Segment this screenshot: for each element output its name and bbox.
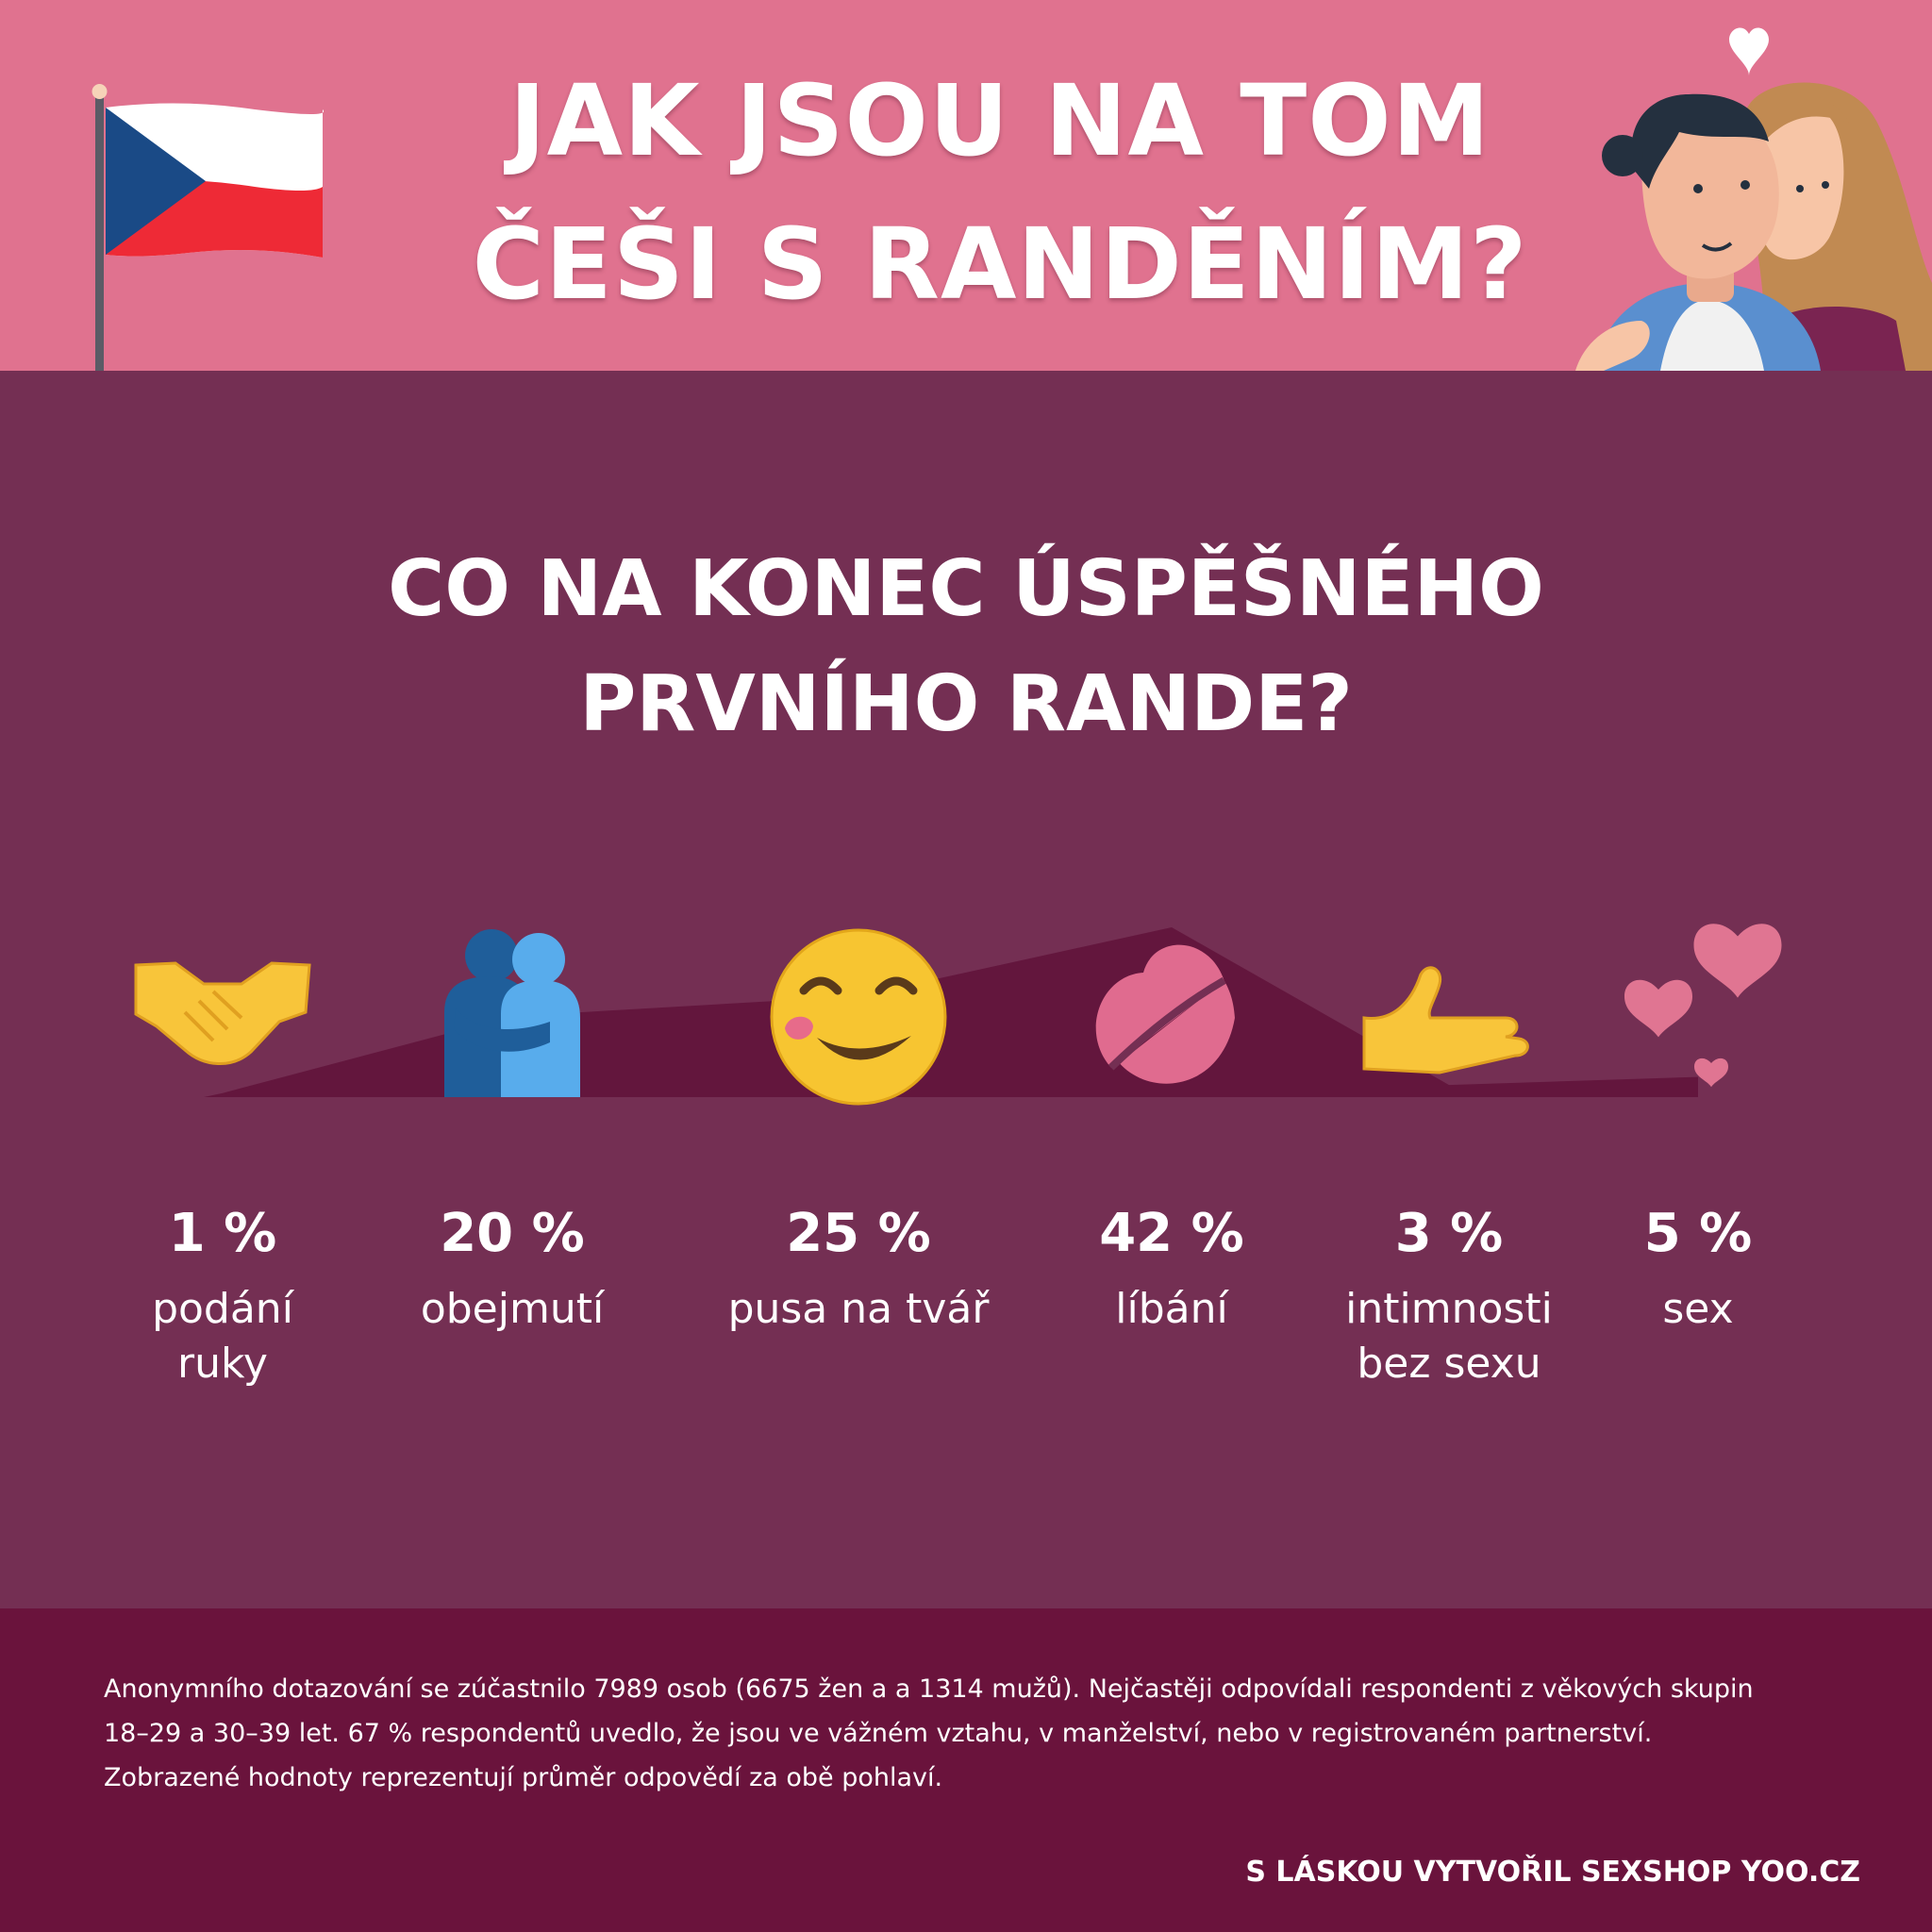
category-label-line: podání	[152, 1285, 293, 1333]
floating-hearts-icon	[1624, 924, 1782, 1088]
value-label-intimnosti: 3 %	[1394, 1203, 1504, 1264]
survey-note-line-1: Anonymního dotazování se zúčastnilo 7989…	[104, 1674, 1754, 1704]
value-label-pusa-na-tvar: 25 %	[786, 1203, 931, 1264]
couple-illustration-icon	[1575, 27, 1932, 371]
category-label-pusa-na-tvar: pusa na tvář	[708, 1282, 1009, 1337]
mountain-area	[204, 927, 1698, 1097]
category-label-line: intimnosti	[1345, 1285, 1553, 1333]
main-panel: CO NA KONEC ÚSPĚŠNÉHO PRVNÍHO RANDE? 1 %…	[0, 371, 1932, 1608]
survey-note-line-3: Zobrazené hodnoty reprezentují průměr od…	[104, 1763, 943, 1792]
footer	[0, 1608, 1932, 1932]
category-label-line: obejmutí	[420, 1285, 605, 1333]
chart-title-line-1: CO NA KONEC ÚSPĚŠNÉHO	[388, 544, 1544, 634]
header-banner: JAK JSOU NA TOM ČEŠI S RANDĚNÍM?	[0, 0, 1932, 371]
credit-text: S LÁSKOU VYTVOŘIL SEXSHOP YOO.CZ	[1245, 1856, 1860, 1889]
handshake-icon	[134, 961, 311, 1065]
category-label-line: líbání	[1115, 1285, 1228, 1333]
category-label-line: ruky	[177, 1340, 268, 1388]
category-label-sex: sex	[1547, 1282, 1849, 1337]
czech-flag-icon	[92, 84, 325, 371]
kissed-smiling-face-icon	[770, 928, 947, 1106]
category-label-podani-ruky: podání ruky	[72, 1282, 374, 1391]
page-title-line-1: JAK JSOU NA TOM	[508, 63, 1491, 178]
category-label-obejmuti: obejmutí	[361, 1282, 663, 1337]
category-label-line: pusa na tvář	[727, 1285, 990, 1333]
page-title-line-2: ČEŠI S RANDĚNÍM?	[472, 207, 1528, 322]
kiss-mark-icon	[1095, 944, 1235, 1084]
category-label-line: bez sexu	[1357, 1340, 1541, 1388]
chart-area	[134, 924, 1782, 1106]
category-label-libani: líbání	[1021, 1282, 1323, 1337]
category-label-line: sex	[1662, 1285, 1734, 1333]
value-label-sex: 5 %	[1643, 1203, 1753, 1264]
value-label-podani-ruky: 1 %	[168, 1203, 277, 1264]
category-label-intimnosti: intimnosti bez sexu	[1298, 1282, 1600, 1391]
value-label-libani: 42 %	[1099, 1203, 1244, 1264]
open-palm-hand-icon	[1362, 966, 1529, 1074]
survey-note-line-2: 18–29 a 30–39 let. 67 % respondentů uved…	[104, 1719, 1653, 1748]
people-hugging-icon	[444, 929, 580, 1097]
value-label-obejmuti: 20 %	[440, 1203, 585, 1264]
chart-title-line-2: PRVNÍHO RANDE?	[579, 659, 1353, 749]
